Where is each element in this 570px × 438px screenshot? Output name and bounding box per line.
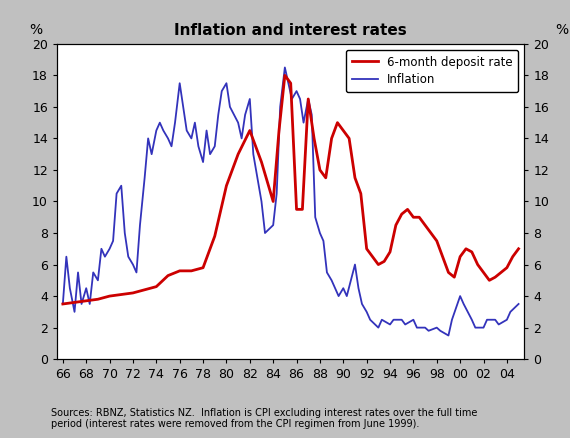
Legend: 6-month deposit rate, Inflation: 6-month deposit rate, Inflation (345, 49, 519, 92)
Title: Inflation and interest rates: Inflation and interest rates (174, 24, 407, 39)
Text: Sources: RBNZ, Statistics NZ.  Inflation is CPI excluding interest rates over th: Sources: RBNZ, Statistics NZ. Inflation … (51, 408, 478, 429)
Text: %: % (29, 24, 42, 38)
Text: %: % (555, 24, 568, 38)
